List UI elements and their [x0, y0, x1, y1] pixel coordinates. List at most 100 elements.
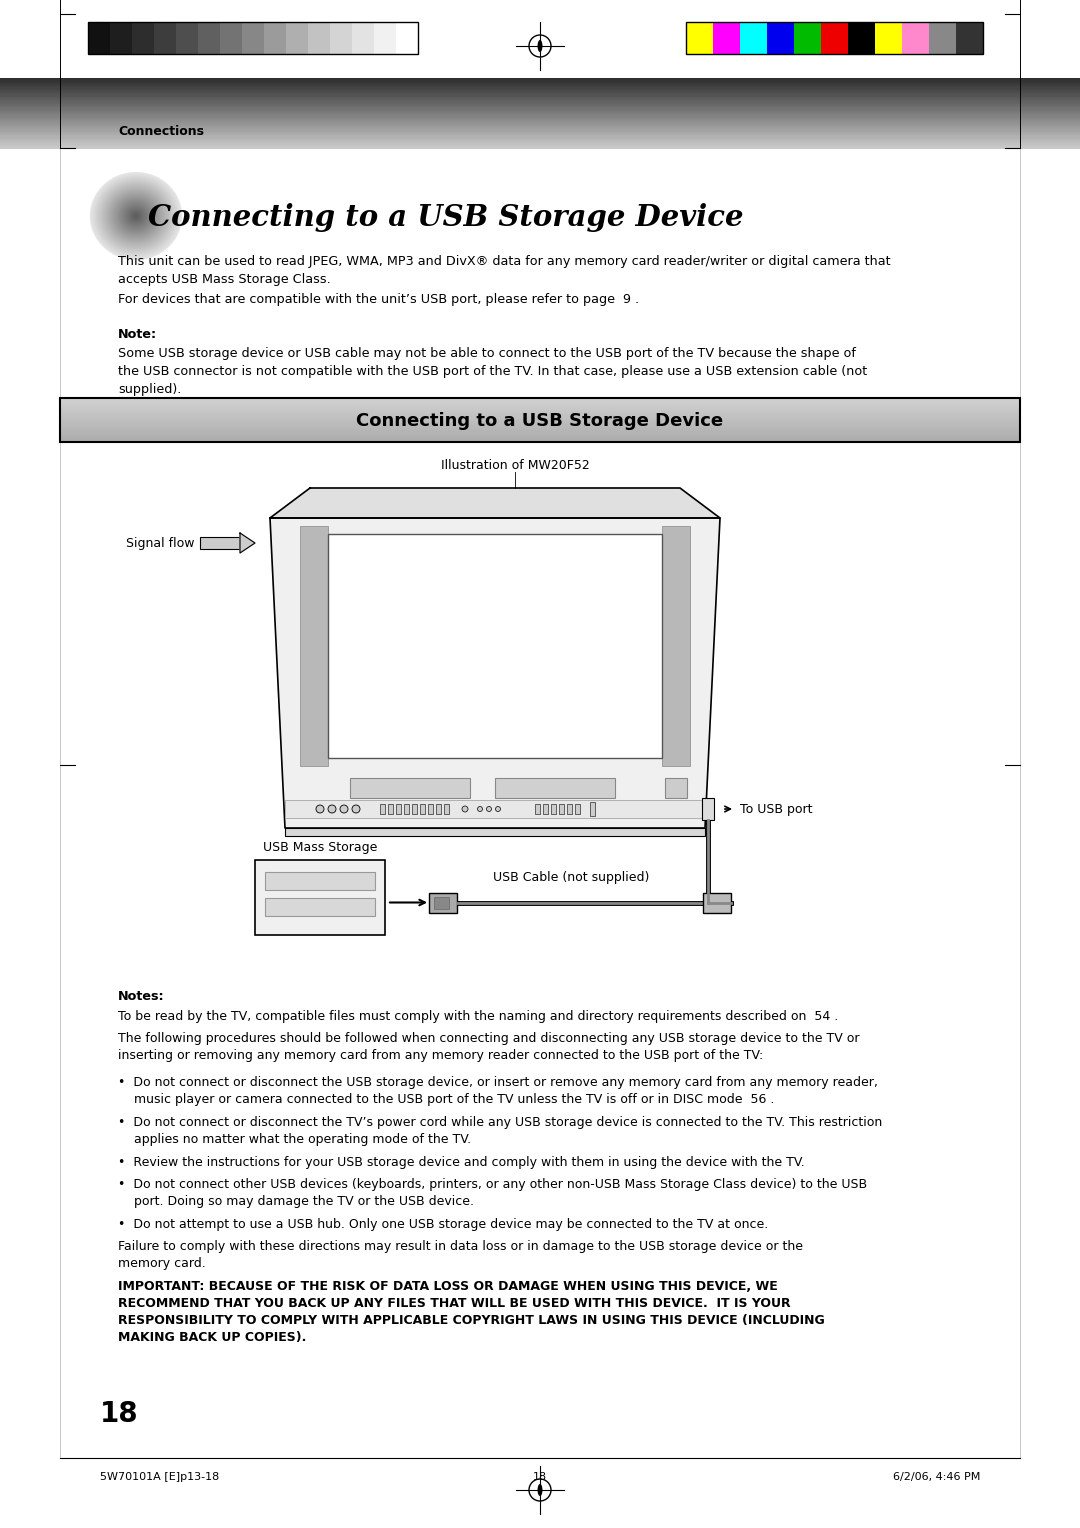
Bar — [0, 0, 1080, 14]
Ellipse shape — [538, 40, 542, 52]
Bar — [0, 130, 1080, 131]
Circle shape — [352, 805, 360, 813]
Bar — [702, 798, 714, 821]
Ellipse shape — [127, 208, 145, 225]
Bar — [575, 804, 580, 814]
Ellipse shape — [110, 191, 162, 241]
Bar — [444, 804, 449, 814]
Bar — [0, 83, 1080, 86]
Bar — [265, 872, 375, 889]
Bar — [0, 116, 1080, 119]
Polygon shape — [270, 487, 720, 518]
Bar — [0, 125, 1080, 128]
Bar — [0, 105, 1080, 107]
Ellipse shape — [111, 193, 161, 240]
Text: 6/2/06, 4:46 PM: 6/2/06, 4:46 PM — [893, 1471, 980, 1482]
Bar — [0, 115, 1080, 118]
Bar — [0, 95, 1080, 98]
Ellipse shape — [95, 177, 177, 255]
Ellipse shape — [107, 188, 165, 244]
Bar — [767, 21, 794, 53]
Bar — [328, 533, 662, 758]
Bar — [0, 131, 1080, 134]
Bar — [0, 110, 1080, 113]
Bar — [0, 78, 1080, 79]
Bar — [242, 21, 264, 53]
Bar — [665, 778, 687, 798]
Bar — [60, 397, 1020, 442]
Bar — [0, 118, 1080, 119]
Bar — [0, 115, 1080, 116]
Ellipse shape — [102, 183, 171, 249]
Text: 18: 18 — [100, 1400, 138, 1429]
Text: •  Review the instructions for your USB storage device and comply with them in u: • Review the instructions for your USB s… — [118, 1157, 805, 1169]
Text: •  Do not attempt to use a USB hub. Only one USB storage device may be connected: • Do not attempt to use a USB hub. Only … — [118, 1218, 768, 1232]
Text: USB Cable (not supplied): USB Cable (not supplied) — [494, 871, 650, 885]
Bar — [821, 21, 848, 53]
Ellipse shape — [112, 193, 160, 238]
Ellipse shape — [113, 194, 159, 238]
Ellipse shape — [117, 199, 154, 234]
Text: Signal flow: Signal flow — [126, 536, 195, 550]
Text: For devices that are compatible with the unit’s USB port, please refer to page  : For devices that are compatible with the… — [118, 293, 639, 306]
Ellipse shape — [98, 180, 174, 252]
Ellipse shape — [130, 209, 143, 222]
Bar — [713, 21, 740, 53]
Bar — [0, 125, 1080, 127]
Text: 5W70101A [E]p13-18: 5W70101A [E]p13-18 — [100, 1471, 219, 1482]
Bar — [420, 804, 426, 814]
Ellipse shape — [133, 212, 139, 219]
Bar — [0, 145, 1080, 147]
Ellipse shape — [125, 206, 147, 226]
Bar — [388, 804, 393, 814]
Bar — [434, 897, 449, 909]
Text: USB Mass Storage: USB Mass Storage — [262, 840, 377, 854]
Ellipse shape — [93, 176, 179, 257]
Bar — [794, 21, 821, 53]
Text: 18: 18 — [532, 1471, 548, 1482]
Text: •  Do not connect or disconnect the USB storage device, or insert or remove any : • Do not connect or disconnect the USB s… — [118, 1076, 878, 1106]
Bar — [265, 898, 375, 915]
Bar — [0, 81, 1080, 84]
Bar — [0, 81, 1080, 83]
Bar — [703, 892, 731, 912]
Bar — [0, 101, 1080, 102]
Bar — [220, 21, 242, 53]
Ellipse shape — [129, 209, 144, 223]
Ellipse shape — [96, 177, 176, 254]
Bar — [176, 21, 198, 53]
Bar — [0, 134, 1080, 138]
Ellipse shape — [100, 182, 172, 251]
Bar — [154, 21, 176, 53]
Polygon shape — [270, 518, 720, 828]
Bar — [0, 107, 1080, 110]
Bar — [428, 804, 433, 814]
Ellipse shape — [122, 203, 150, 229]
Bar — [0, 134, 1080, 136]
Bar — [0, 110, 1080, 112]
Bar — [308, 21, 330, 53]
Bar — [662, 526, 690, 766]
Circle shape — [462, 805, 468, 811]
Bar — [686, 21, 713, 53]
Circle shape — [328, 805, 336, 813]
Bar — [264, 21, 286, 53]
Text: Note:: Note: — [118, 329, 157, 341]
Bar — [300, 526, 328, 766]
Ellipse shape — [123, 205, 149, 228]
Bar — [404, 804, 409, 814]
Bar — [255, 860, 384, 935]
Bar — [0, 139, 1080, 141]
Ellipse shape — [121, 202, 151, 231]
Ellipse shape — [104, 185, 168, 248]
Bar — [590, 802, 595, 816]
Bar — [132, 21, 154, 53]
Text: •  Do not connect other USB devices (keyboards, printers, or any other non-USB M: • Do not connect other USB devices (keyb… — [118, 1178, 867, 1209]
Bar — [374, 21, 396, 53]
Bar — [543, 804, 548, 814]
Ellipse shape — [114, 196, 157, 235]
Bar — [0, 121, 1080, 124]
Bar — [929, 21, 956, 53]
Ellipse shape — [538, 1484, 542, 1496]
Bar — [0, 98, 1080, 99]
